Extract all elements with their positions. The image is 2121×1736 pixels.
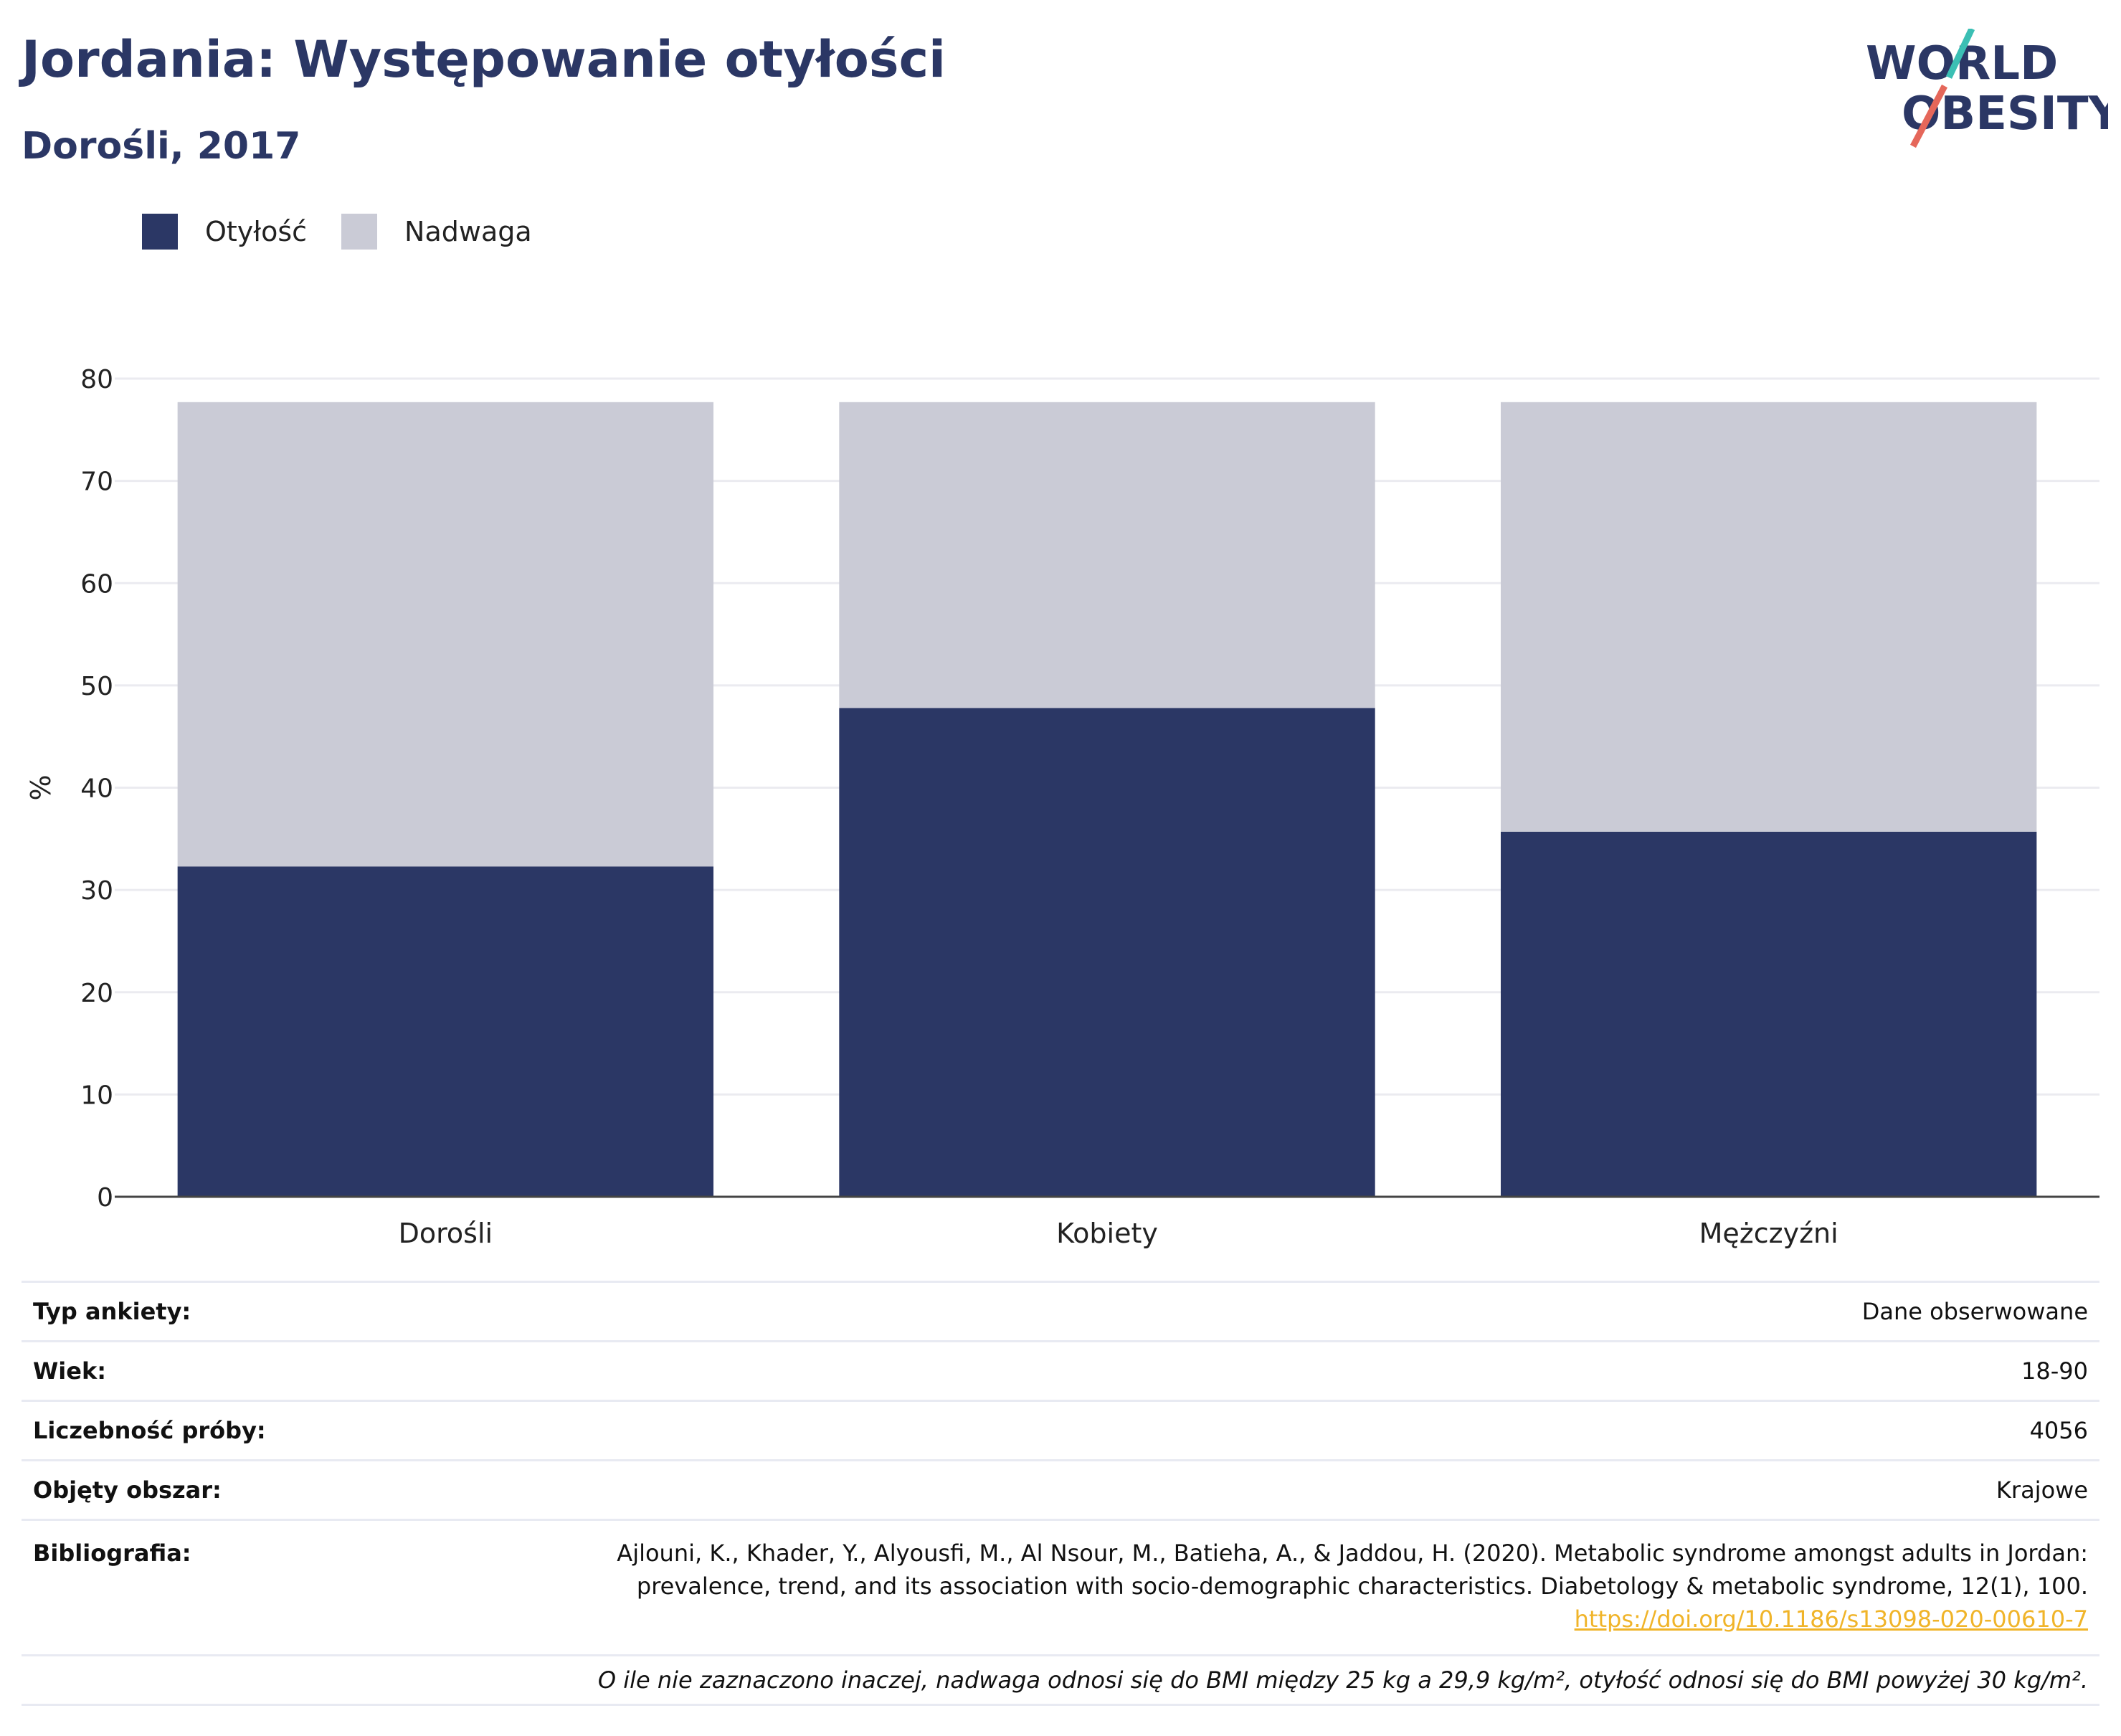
- meta-label: Liczebność próby:: [33, 1417, 266, 1444]
- legend-label-obesity: Otyłość: [205, 216, 308, 247]
- bar-chart: 0 10 20 30 40 50 60 70 80% Dorośli Kobiety Mężczyźn…: [25, 365, 2099, 1249]
- bar-overweight-1: [839, 402, 1375, 708]
- bar-obesity-2: [1500, 831, 2037, 1197]
- y-axis-label: %: [25, 774, 57, 800]
- x-tick-label: Dorośli: [399, 1218, 493, 1249]
- definition-note: O ile nie zaznaczono inaczej, nadwaga od…: [22, 1654, 2099, 1704]
- meta-row-sample-size: Liczebność próby: 4056: [22, 1400, 2099, 1459]
- bar-obesity-0: [177, 866, 714, 1197]
- meta-value: Dane obserwowane: [1861, 1298, 2088, 1325]
- bibliography-line: Ajlouni, K., Khader, Y., Alyousfi, M., A…: [617, 1540, 2088, 1567]
- world-obesity-logo: WORLD OBESITY: [1866, 29, 2108, 148]
- y-tick-label: 40: [80, 774, 113, 804]
- y-tick-label: 0: [97, 1183, 113, 1213]
- bibliography-line: prevalence, trend, and its association w…: [636, 1573, 2088, 1600]
- legend-item-obesity[interactable]: Otyłość: [142, 214, 307, 250]
- meta-row-bibliography: Bibliografia: Ajlouni, K., Khader, Y., A…: [22, 1519, 2099, 1654]
- meta-label: Bibliografia:: [33, 1540, 191, 1567]
- meta-value: 18-90: [2021, 1357, 2088, 1385]
- legend: Otyłość Nadwaga: [142, 214, 566, 250]
- meta-value: 4056: [2029, 1417, 2088, 1444]
- y-tick-label: 20: [80, 979, 113, 1008]
- meta-row-survey-type: Typ ankiety: Dane obserwowane: [22, 1281, 2099, 1340]
- y-tick-label: 60: [80, 569, 113, 599]
- x-tick-label: Kobiety: [1056, 1218, 1158, 1249]
- bar-overweight-0: [177, 402, 714, 867]
- y-tick-label: 30: [80, 876, 113, 906]
- legend-swatch-overweight: [341, 214, 378, 250]
- y-tick-label: 10: [80, 1081, 113, 1110]
- bibliography-text: Ajlouni, K., Khader, Y., Alyousfi, M., A…: [617, 1537, 2099, 1636]
- meta-label: Wiek:: [33, 1357, 107, 1385]
- meta-value: Krajowe: [1996, 1476, 2088, 1504]
- y-tick-label: 50: [80, 672, 113, 701]
- bar-overweight-2: [1500, 402, 2037, 832]
- meta-label: Typ ankiety:: [33, 1298, 191, 1325]
- chart-subtitle: Dorośli, 2017: [22, 125, 301, 168]
- legend-item-overweight[interactable]: Nadwaga: [341, 214, 532, 250]
- chart-title: Jordania: Występowanie otyłości: [22, 30, 946, 89]
- y-tick-label: 70: [80, 468, 113, 497]
- doi-link[interactable]: https://doi.org/10.1186/s13098-020-00610…: [1574, 1605, 2088, 1633]
- metadata-table: Typ ankiety: Dane obserwowane Wiek: 18-9…: [22, 1281, 2099, 1706]
- legend-swatch-obesity: [142, 214, 178, 250]
- meta-label: Objęty obszar:: [33, 1476, 222, 1504]
- note-text: O ile nie zaznaczono inaczej, nadwaga od…: [597, 1666, 2088, 1694]
- x-tick-label: Mężczyźni: [1699, 1218, 1838, 1249]
- meta-row-area: Objęty obszar: Krajowe: [22, 1459, 2099, 1519]
- y-tick-label: 80: [80, 365, 113, 394]
- legend-label-overweight: Nadwaga: [404, 216, 532, 247]
- bar-obesity-1: [839, 708, 1375, 1197]
- meta-row-age: Wiek: 18-90: [22, 1340, 2099, 1400]
